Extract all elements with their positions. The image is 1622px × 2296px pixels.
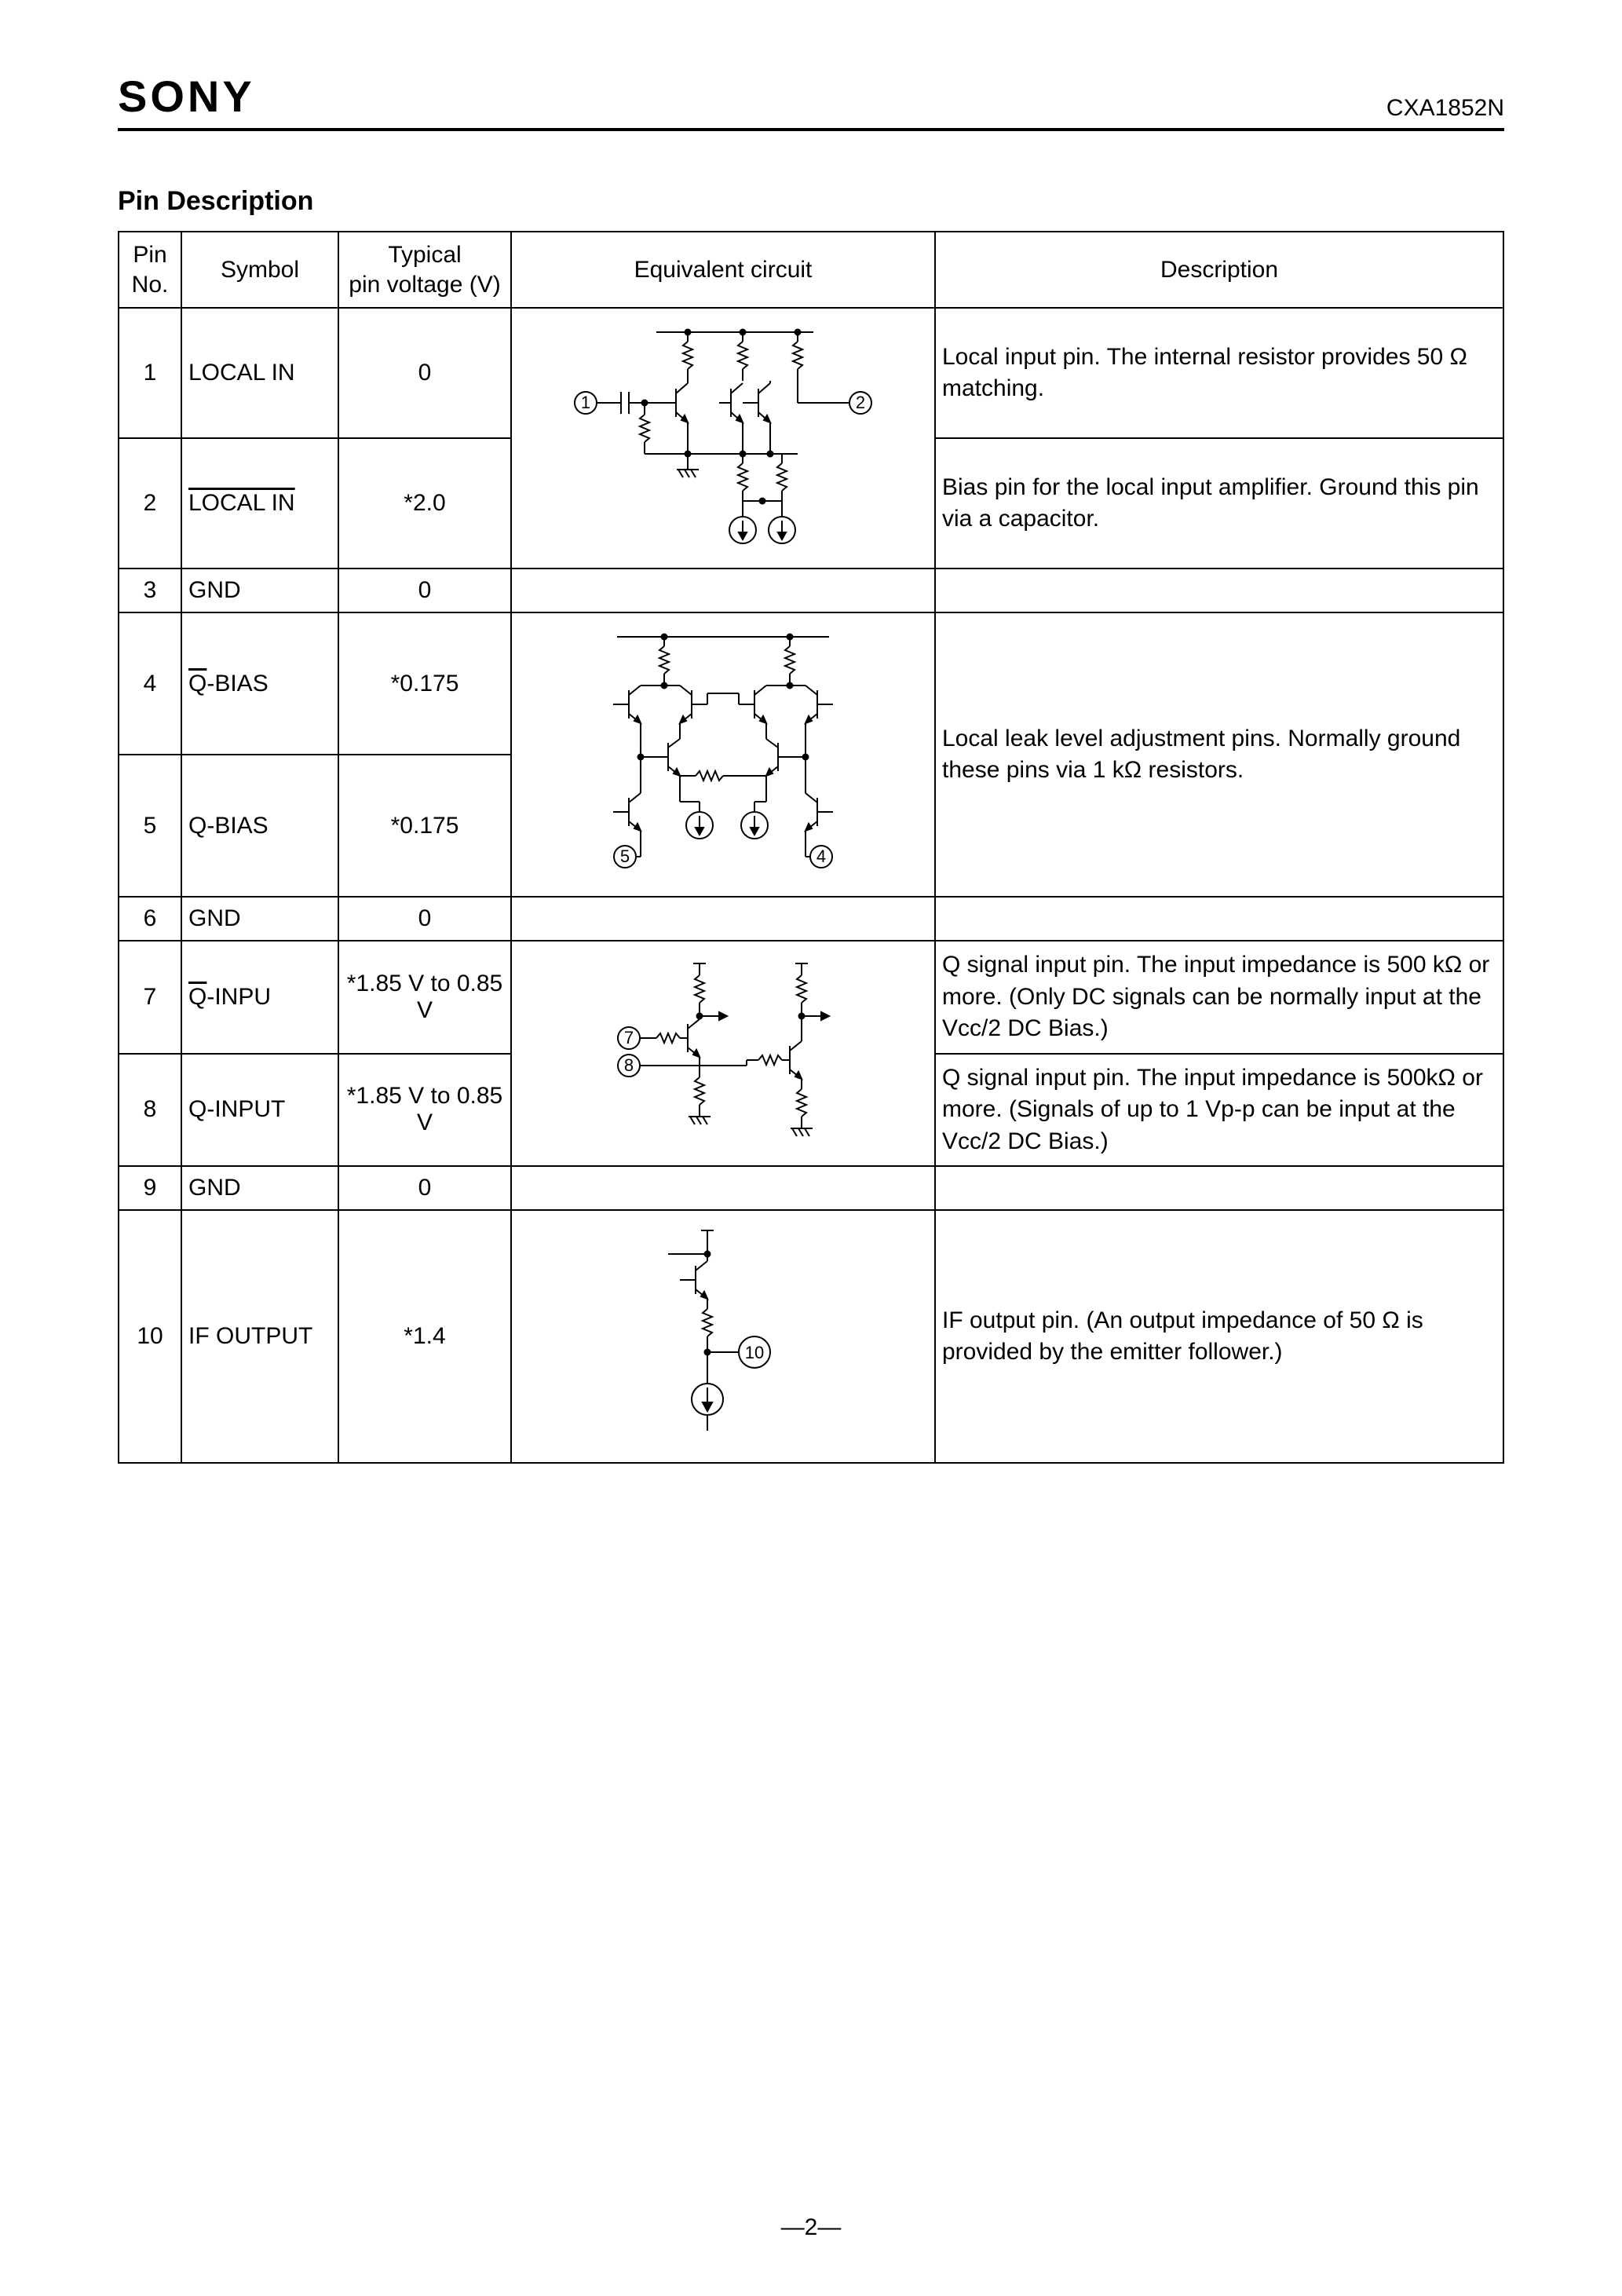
table-row: 1 LOCAL IN 0 — [119, 308, 1503, 438]
symbol-suffix: -BIAS — [206, 671, 268, 696]
symbol-suffix: -INPU — [206, 984, 271, 1010]
pin-voltage: 0 — [338, 569, 511, 612]
col-pin-no-l2: No. — [132, 272, 169, 298]
pin-symbol: GND — [181, 897, 338, 941]
circuit-diagram-icon: 7 8 — [566, 952, 880, 1156]
pin-description — [935, 1166, 1503, 1210]
circuit-diagram-icon: 5 4 — [554, 621, 892, 888]
col-pin-no: Pin No. — [119, 232, 181, 308]
circuit-diagram-icon: 1 2 — [554, 316, 892, 560]
table-row: 4 Q-BIAS *0.175 — [119, 612, 1503, 755]
table-row: 3 GND 0 — [119, 569, 1503, 612]
symbol-overline: Q — [188, 671, 206, 696]
symbol-overline: LOCAL IN — [188, 490, 295, 516]
table-row: 7 Q-INPU *1.85 V to 0.85 V — [119, 941, 1503, 1054]
svg-text:4: 4 — [816, 846, 826, 866]
pin-symbol: Q-BIAS — [181, 755, 338, 897]
col-voltage-l1: Typical — [388, 242, 461, 268]
circuit-diagram-icon: 10 — [621, 1219, 825, 1454]
pin-description: Local leak level adjustment pins. Normal… — [935, 612, 1503, 897]
pin-voltage: *1.4 — [338, 1210, 511, 1463]
pin-voltage: *1.85 V to 0.85 V — [338, 941, 511, 1054]
pin-description: Local input pin. The internal resistor p… — [935, 308, 1503, 438]
svg-text:10: 10 — [745, 1343, 764, 1362]
page-number: —2— — [0, 2214, 1622, 2241]
pin-no: 10 — [119, 1210, 181, 1463]
pin-no: 8 — [119, 1054, 181, 1167]
col-symbol: Symbol — [181, 232, 338, 308]
equivalent-circuit-pin-10: 10 — [511, 1210, 935, 1463]
svg-text:5: 5 — [620, 846, 630, 866]
symbol-overline: Q — [188, 984, 206, 1010]
col-description: Description — [935, 232, 1503, 308]
page-header: SONY CXA1852N — [118, 71, 1504, 131]
svg-text:1: 1 — [581, 393, 590, 412]
table-row: 6 GND 0 — [119, 897, 1503, 941]
pin-symbol: GND — [181, 569, 338, 612]
pin-voltage: 0 — [338, 897, 511, 941]
pin-voltage: *2.0 — [338, 438, 511, 569]
equivalent-circuit-empty — [511, 897, 935, 941]
pin-symbol: LOCAL IN — [181, 438, 338, 569]
part-number: CXA1852N — [1386, 95, 1504, 122]
col-pin-no-l1: Pin — [133, 242, 166, 268]
pin-symbol: IF OUTPUT — [181, 1210, 338, 1463]
pin-no: 9 — [119, 1166, 181, 1210]
equivalent-circuit-pins-4-5: 5 4 — [511, 612, 935, 897]
pin-symbol: LOCAL IN — [181, 308, 338, 438]
pin-no: 6 — [119, 897, 181, 941]
pin-symbol: Q-INPU — [181, 941, 338, 1054]
equivalent-circuit-pins-7-8: 7 8 — [511, 941, 935, 1166]
pin-symbol: Q-BIAS — [181, 612, 338, 755]
svg-text:7: 7 — [624, 1028, 634, 1047]
pin-voltage: *1.85 V to 0.85 V — [338, 1054, 511, 1167]
table-row: 10 IF OUTPUT *1.4 — [119, 1210, 1503, 1463]
pin-voltage: *0.175 — [338, 612, 511, 755]
brand-logo: SONY — [118, 71, 255, 122]
col-circuit: Equivalent circuit — [511, 232, 935, 308]
pin-no: 4 — [119, 612, 181, 755]
pin-description: Bias pin for the local input amplifier. … — [935, 438, 1503, 569]
pin-voltage: 0 — [338, 308, 511, 438]
col-voltage-l2: pin voltage (V) — [349, 272, 500, 298]
table-row: 9 GND 0 — [119, 1166, 1503, 1210]
equivalent-circuit-empty — [511, 569, 935, 612]
pin-no: 1 — [119, 308, 181, 438]
pin-description: IF output pin. (An output impedance of 5… — [935, 1210, 1503, 1463]
pin-description-table: Pin No. Symbol Typical pin voltage (V) E… — [118, 231, 1504, 1464]
pin-no: 5 — [119, 755, 181, 897]
pin-symbol: GND — [181, 1166, 338, 1210]
col-voltage: Typical pin voltage (V) — [338, 232, 511, 308]
equivalent-circuit-pins-1-2: 1 2 — [511, 308, 935, 569]
svg-text:8: 8 — [624, 1055, 634, 1075]
section-title: Pin Description — [118, 186, 1504, 217]
pin-description — [935, 569, 1503, 612]
pin-description: Q signal input pin. The input impedance … — [935, 941, 1503, 1054]
pin-voltage: *0.175 — [338, 755, 511, 897]
pin-description: Q signal input pin. The input impedance … — [935, 1054, 1503, 1167]
pin-voltage: 0 — [338, 1166, 511, 1210]
svg-text:2: 2 — [856, 393, 865, 412]
pin-no: 7 — [119, 941, 181, 1054]
pin-no: 3 — [119, 569, 181, 612]
pin-symbol: Q-INPUT — [181, 1054, 338, 1167]
pin-description — [935, 897, 1503, 941]
equivalent-circuit-empty — [511, 1166, 935, 1210]
pin-no: 2 — [119, 438, 181, 569]
